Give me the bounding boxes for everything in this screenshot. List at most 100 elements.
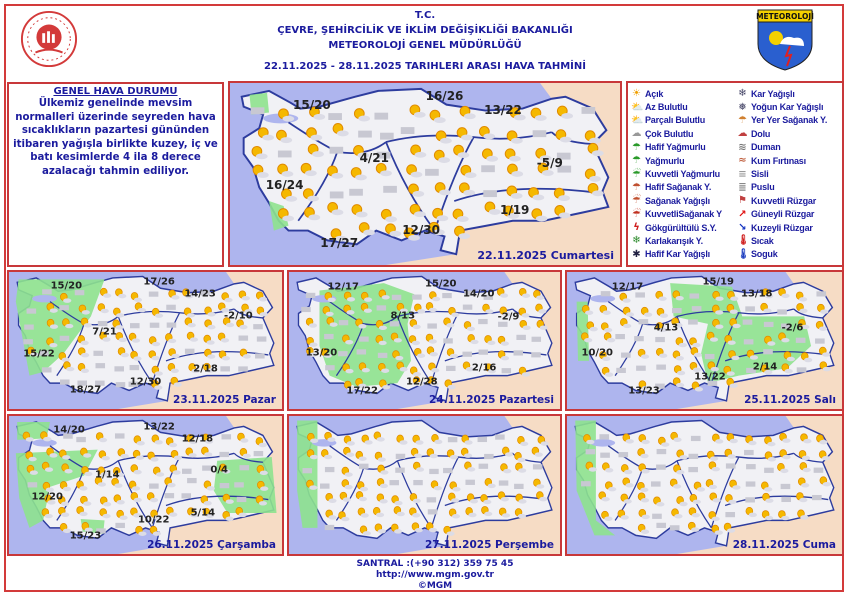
weather-icon <box>59 523 72 534</box>
weather-icon <box>484 335 496 346</box>
weather-icon <box>655 290 667 301</box>
weather-icon <box>151 379 163 390</box>
weather-icon <box>373 431 385 442</box>
weather-icon <box>414 303 426 314</box>
legend-label: Puslu <box>751 182 775 193</box>
legend-column-2: ❄ Kar Yağışlı ❅ Yoğun Kar Yağışlı ☂ Yer Yer S… <box>737 87 841 261</box>
temperature-label: 15/23 <box>69 530 102 542</box>
weather-icon <box>459 105 476 120</box>
weather-icon <box>152 466 165 477</box>
weather-icon <box>530 107 547 121</box>
weather-icon <box>342 334 354 345</box>
weather-icon <box>309 106 326 120</box>
weather-icon <box>128 381 139 387</box>
weather-icon <box>350 167 367 181</box>
weather-icon <box>615 334 625 340</box>
temperature-label: 1/19 <box>499 203 530 218</box>
weather-icon <box>146 492 159 503</box>
weather-icon <box>25 451 37 462</box>
weather-icon <box>689 493 701 505</box>
weather-icon <box>129 364 140 371</box>
weather-icon <box>517 436 529 447</box>
weather-icon <box>585 461 597 472</box>
region-border <box>233 452 263 463</box>
weather-icon <box>515 493 527 504</box>
weather-icon <box>376 151 391 159</box>
precipitation-area <box>576 301 589 361</box>
weather-icon <box>403 227 420 241</box>
sea-of-marmara <box>590 294 616 303</box>
weather-icon <box>204 306 216 317</box>
weather-icon <box>501 446 514 457</box>
light-snow-icon: ✱ <box>632 248 641 260</box>
page-header: T.C. ÇEVRE, ŞEHİRCİLİK VE İKLİM DEĞİŞİKL… <box>0 8 850 74</box>
footer-url[interactable]: http://www.mgm.gov.tr <box>376 570 494 580</box>
weather-icon <box>514 483 524 489</box>
weather-icon <box>672 377 685 388</box>
legend-label: Yer Yer Sağanak Y. <box>751 115 828 126</box>
temperature-label: 0/4 <box>210 464 228 476</box>
weather-icon <box>391 294 402 300</box>
weather-icon <box>376 478 389 489</box>
weather-icon <box>449 481 461 492</box>
temperature-label: 10/20 <box>581 347 613 359</box>
weather-icon <box>320 483 330 489</box>
temperature-label: 12/28 <box>406 376 438 388</box>
weather-icon <box>481 165 495 173</box>
weather-icon <box>456 127 473 141</box>
weather-icon <box>305 292 316 298</box>
map-day-1: 15/20 16/26 13/22 4/21 -5/9 16/24 1/19 12/30 17/… <box>228 81 622 267</box>
weather-icon <box>676 496 688 507</box>
weather-icon <box>412 376 425 387</box>
map-date-label: 26.11.2025 Çarşamba <box>147 539 276 551</box>
weather-icon <box>378 289 390 300</box>
weather-icon <box>712 290 724 301</box>
weather-icon <box>461 434 473 445</box>
weather-icon <box>507 163 524 177</box>
weather-icon <box>203 480 215 491</box>
weather-icon <box>237 432 249 443</box>
region-border <box>151 312 181 384</box>
temperature-label: 15/20 <box>293 97 331 112</box>
legend-label: Kuzeyli Rüzgar <box>751 222 813 233</box>
weather-icon <box>636 365 646 371</box>
weather-icon <box>46 337 58 348</box>
neighbor-land <box>677 272 842 409</box>
ministry-logo <box>20 10 78 68</box>
weather-icon <box>797 509 809 520</box>
weather-icon <box>339 491 351 502</box>
weather-icon <box>536 319 548 330</box>
weather-icon <box>712 433 724 444</box>
legend-label: Kum Fırtınası <box>751 155 806 166</box>
rain-icon: ☂ <box>632 155 641 167</box>
weather-icon <box>409 319 421 330</box>
weather-icon <box>396 361 408 372</box>
weather-icon <box>236 319 248 330</box>
weather-icon <box>743 339 754 345</box>
weather-icon <box>600 322 613 333</box>
weather-icon <box>745 306 755 312</box>
weather-icon <box>638 434 650 445</box>
weather-icon <box>361 434 373 445</box>
footer-copyright: ©MGM <box>417 581 453 591</box>
forecast-date-range: 22.11.2025 - 28.11.2025 TARIHLERI ARASI … <box>263 61 586 72</box>
region-border <box>56 323 85 377</box>
weather-icon <box>324 524 335 531</box>
weather-icon <box>779 432 791 443</box>
weather-icon <box>115 382 126 388</box>
weather-icon <box>355 450 367 461</box>
weather-icon <box>325 365 335 371</box>
weather-icon <box>762 492 774 503</box>
temperature-label: 13/18 <box>741 288 773 300</box>
weather-icon <box>518 307 530 318</box>
weather-icon <box>200 495 212 506</box>
weather-icon <box>653 496 665 507</box>
weather-icon <box>446 449 459 460</box>
weather-icon <box>425 302 437 313</box>
weather-icon <box>442 292 452 299</box>
weather-icon <box>655 322 668 333</box>
weather-icon <box>253 324 263 330</box>
weather-icon <box>672 307 682 314</box>
weather-icon <box>428 362 440 373</box>
legend-item: ≡ Sisli <box>737 167 841 180</box>
